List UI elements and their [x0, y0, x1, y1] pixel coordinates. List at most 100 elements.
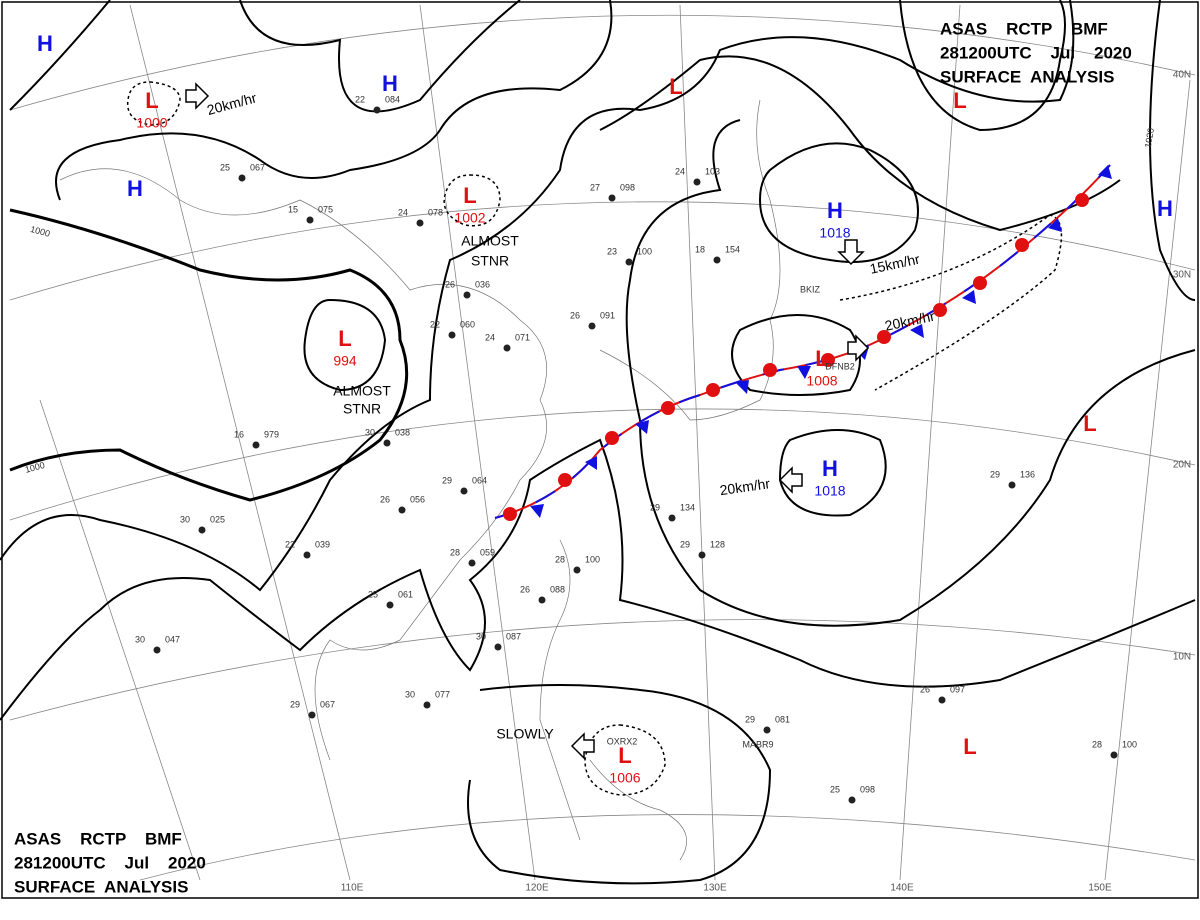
- annotation: ALMOST: [461, 233, 519, 249]
- pressure-center: L: [338, 326, 351, 351]
- pressure-center: L: [463, 183, 476, 208]
- station-temp: 26: [570, 310, 580, 320]
- station-pressure: 100: [637, 246, 652, 256]
- station-temp: 30: [476, 631, 486, 641]
- station-marker: [693, 178, 701, 186]
- station-pressure: 103: [705, 166, 720, 176]
- stationary-front: [494, 164, 1112, 521]
- station-temp: 30: [135, 634, 145, 644]
- graticule: [9, 4, 1196, 881]
- station-marker: [763, 726, 771, 734]
- station-temp: 26: [920, 684, 930, 694]
- station-pressure: 071: [515, 332, 530, 342]
- station-temp: 25: [220, 162, 230, 172]
- station-temp: 29: [650, 502, 660, 512]
- station-temp: 23: [607, 246, 617, 256]
- pressure-center: H: [382, 71, 398, 96]
- station-pressure: 100: [585, 554, 600, 564]
- station-temp: 29: [745, 714, 755, 724]
- annotation: STNR: [471, 253, 509, 269]
- station-marker: [306, 216, 314, 224]
- station-pressure: 047: [165, 634, 180, 644]
- station-pressure: 081: [775, 714, 790, 724]
- station-temp: 26: [380, 494, 390, 504]
- pressure-center: L: [953, 88, 966, 113]
- station-marker: [423, 701, 431, 709]
- station-marker: [416, 219, 424, 227]
- station-pressure: 036: [475, 279, 490, 289]
- pressure-center: H: [822, 456, 838, 481]
- station-marker: [713, 256, 721, 264]
- coastlines: [59, 99, 781, 861]
- latitude-label: 10N: [1173, 652, 1191, 663]
- station-marker: [383, 439, 391, 447]
- annotation: SLOWLY: [496, 726, 554, 742]
- isobar-label: 1020: [1143, 127, 1156, 148]
- station-marker: [494, 643, 502, 651]
- header-line: SURFACE ANALYSIS: [940, 67, 1114, 86]
- station-marker: [503, 344, 511, 352]
- station-pressure: 097: [950, 684, 965, 694]
- station-temp: 29: [990, 469, 1000, 479]
- station-temp: 18: [695, 244, 705, 254]
- pressure-center: H: [1157, 196, 1173, 221]
- longitude-label: 120E: [525, 883, 549, 894]
- pressure-center: L: [815, 346, 828, 371]
- station-marker: [308, 711, 316, 719]
- station-temp: 24: [675, 166, 685, 176]
- central-pressure: 1018: [819, 225, 850, 241]
- pressure-center: L: [1083, 411, 1096, 436]
- station-pressure: 154: [725, 244, 740, 254]
- station-pressure: 067: [250, 162, 265, 172]
- station-pressure: 061: [398, 589, 413, 599]
- station-marker: [238, 174, 246, 182]
- station-pressure: 098: [620, 182, 635, 192]
- station-marker: [588, 322, 596, 330]
- station-marker: [386, 601, 394, 609]
- station-pressure: 098: [860, 784, 875, 794]
- pressure-center: L: [145, 88, 158, 113]
- station-temp: 25: [368, 589, 378, 599]
- annotation: MABR9: [742, 739, 773, 749]
- pressure-center: L: [963, 734, 976, 759]
- station-temp: 29: [290, 699, 300, 709]
- station-marker: [573, 566, 581, 574]
- latitude-label: 20N: [1173, 460, 1191, 471]
- central-pressure: 1018: [814, 483, 845, 499]
- pressure-center: H: [127, 176, 143, 201]
- station-marker: [373, 106, 381, 114]
- station-temp: 30: [405, 689, 415, 699]
- station-marker: [938, 696, 946, 704]
- annotation: OXRX2: [607, 736, 638, 746]
- station-marker: [303, 551, 311, 559]
- header-line: 281200UTC Jul 2020: [940, 43, 1132, 62]
- station-pressure: 979: [264, 429, 279, 439]
- motion-arrows: [185, 82, 870, 760]
- central-pressure: 1002: [454, 210, 485, 226]
- station-temp: 22: [430, 319, 440, 329]
- station-marker: [460, 487, 468, 495]
- isobars: [0, 0, 1196, 885]
- station-marker: [198, 526, 206, 534]
- station-temp: 26: [445, 279, 455, 289]
- pressure-center: H: [37, 31, 53, 56]
- station-marker: [698, 551, 706, 559]
- station-pressure: 075: [318, 204, 333, 214]
- station-marker: [468, 559, 476, 567]
- station-temp: 30: [365, 427, 375, 437]
- station-temp: 28: [555, 554, 565, 564]
- annotation: ALMOST: [333, 383, 391, 399]
- station-temp: 22: [355, 94, 365, 104]
- pressure-center: L: [618, 743, 631, 768]
- station-marker: [398, 506, 406, 514]
- station-pressure: 134: [680, 502, 695, 512]
- station-pressure: 136: [1020, 469, 1035, 479]
- header-line: 281200UTC Jul 2020: [14, 853, 206, 872]
- station-marker: [1110, 751, 1118, 759]
- station-pressure: 088: [550, 584, 565, 594]
- station-marker: [1008, 481, 1016, 489]
- central-pressure: 1000: [136, 115, 167, 131]
- station-pressure: 078: [428, 207, 443, 217]
- station-pressure: 100: [1122, 739, 1137, 749]
